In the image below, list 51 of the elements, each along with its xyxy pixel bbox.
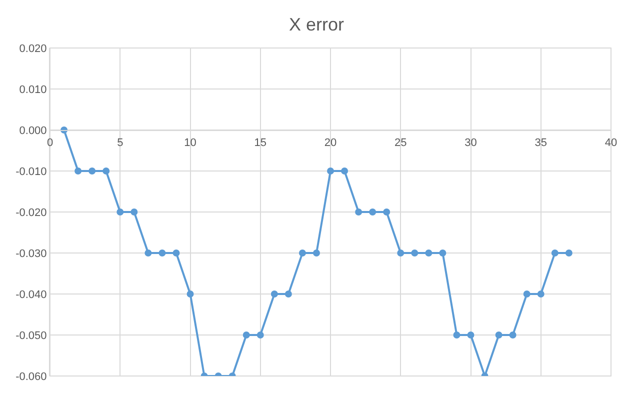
point: [495, 332, 502, 338]
point: [186, 290, 194, 298]
point: [439, 250, 446, 256]
y-tick-label: -0.030: [16, 248, 47, 260]
point: [355, 208, 362, 216]
y-tick-label: -0.010: [16, 166, 47, 178]
point: [453, 332, 460, 338]
point: [172, 250, 180, 256]
point: [383, 208, 390, 216]
y-tick-label: -0.040: [16, 288, 47, 301]
x-tick-label: 5: [117, 137, 124, 150]
point: [467, 332, 474, 338]
point: [284, 290, 292, 298]
point: [341, 168, 348, 174]
y-tick-label: -0.060: [16, 370, 47, 383]
y-tick-label: 0.020: [19, 42, 47, 55]
point: [116, 208, 124, 216]
y-tick-label: 0.000: [19, 124, 47, 137]
x-tick-label: 35: [534, 137, 548, 150]
point: [158, 250, 166, 256]
point: [298, 250, 306, 256]
point: [144, 250, 152, 256]
x-tick-label: 20: [324, 137, 337, 150]
point: [551, 250, 558, 256]
x-tick-label: 0: [46, 137, 54, 150]
point: [130, 208, 138, 216]
chart-title: X error: [288, 14, 344, 34]
point: [565, 250, 572, 256]
point: [327, 168, 334, 174]
point: [256, 332, 264, 338]
point: [88, 168, 96, 174]
point: [369, 208, 376, 216]
point: [509, 332, 516, 338]
point: [242, 332, 250, 338]
point: [270, 290, 278, 298]
point: [537, 290, 544, 298]
point: [397, 250, 404, 256]
point: [102, 168, 110, 174]
x-tick-label: 25: [394, 137, 407, 150]
point: [74, 168, 82, 174]
point: [411, 250, 418, 256]
y-tick-label: 0.010: [19, 84, 47, 96]
x-tick-label: 10: [184, 137, 196, 150]
x-tick-label: 30: [464, 137, 477, 150]
point: [523, 290, 530, 298]
x-tick-label: 15: [254, 137, 267, 150]
x-tick-label: 40: [604, 137, 618, 150]
y-tick-label: -0.020: [16, 206, 47, 219]
point: [425, 250, 432, 256]
y-tick-label: -0.050: [16, 330, 47, 342]
point: [312, 250, 320, 256]
